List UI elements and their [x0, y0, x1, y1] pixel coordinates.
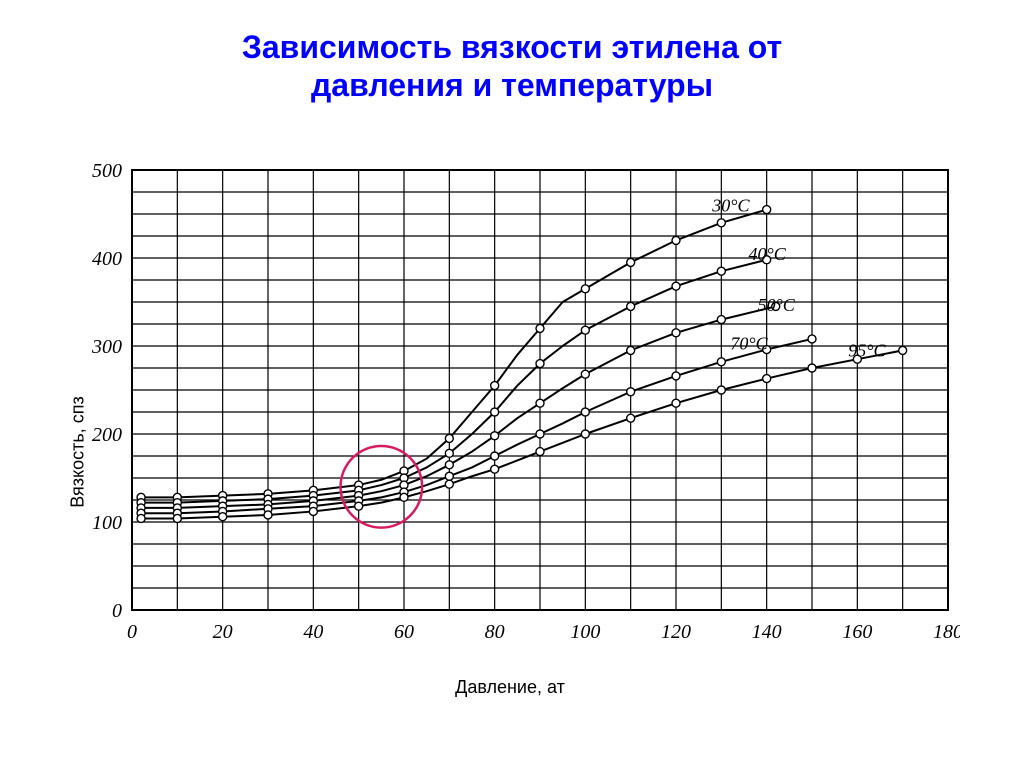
svg-text:0: 0 — [127, 621, 137, 643]
y-axis-label: Вязкость, спз — [67, 396, 88, 508]
svg-text:300: 300 — [91, 336, 122, 358]
svg-text:50°C: 50°C — [758, 295, 796, 315]
svg-text:20: 20 — [213, 621, 233, 643]
svg-text:95°C: 95°C — [848, 341, 886, 361]
svg-text:500: 500 — [92, 160, 122, 182]
svg-text:140: 140 — [752, 621, 782, 643]
svg-text:100: 100 — [92, 512, 122, 534]
chart-container: Вязкость, спз 0 20 40 60 80 100 120 140 160 180 0 1… — [60, 160, 960, 690]
svg-text:200: 200 — [92, 424, 122, 446]
svg-text:80: 80 — [485, 621, 505, 643]
page: { "title": { "line1": "Зависимость вязко… — [0, 0, 1024, 767]
svg-text:0: 0 — [112, 600, 122, 622]
x-axis-label: Давление, ат — [60, 677, 960, 698]
svg-text:180: 180 — [933, 621, 960, 643]
svg-text:30°C: 30°C — [711, 195, 750, 215]
svg-text:160: 160 — [842, 621, 872, 643]
svg-text:70°C: 70°C — [730, 334, 768, 354]
chart-title-line1: Зависимость вязкости этилена от — [0, 28, 1024, 66]
svg-text:40°C: 40°C — [749, 244, 787, 264]
chart-title-line2: давления и температуры — [0, 66, 1024, 104]
svg-text:400: 400 — [92, 248, 122, 270]
chart-title: Зависимость вязкости этилена от давления… — [0, 28, 1024, 105]
chart-svg: 0 20 40 60 80 100 120 140 160 180 0 100 200 300 400 500… — [60, 160, 960, 660]
svg-text:60: 60 — [394, 621, 414, 643]
svg-text:40: 40 — [303, 621, 323, 643]
svg-text:120: 120 — [661, 621, 691, 643]
svg-text:100: 100 — [570, 621, 600, 643]
